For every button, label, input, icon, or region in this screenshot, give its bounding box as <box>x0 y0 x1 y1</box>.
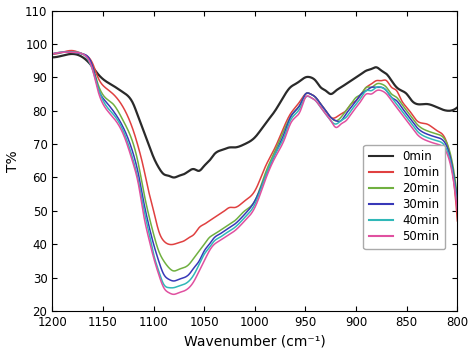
40min <box>49 52 55 56</box>
0min <box>296 79 302 84</box>
20min <box>309 92 314 97</box>
50min <box>49 52 55 56</box>
40min <box>169 286 174 290</box>
30min <box>75 51 81 55</box>
0min <box>358 72 364 76</box>
0min <box>286 87 292 91</box>
40min <box>358 96 364 101</box>
40min <box>286 123 292 127</box>
20min <box>49 52 55 56</box>
30min <box>399 106 405 110</box>
50min <box>358 99 364 104</box>
20min <box>358 92 364 97</box>
50min <box>399 113 405 117</box>
X-axis label: Wavenumber (cm⁻¹): Wavenumber (cm⁻¹) <box>184 335 326 348</box>
30min <box>49 52 55 56</box>
10min <box>49 52 55 56</box>
0min <box>171 175 177 179</box>
Y-axis label: T%: T% <box>6 150 19 172</box>
30min <box>171 279 176 283</box>
30min <box>65 50 71 54</box>
Legend: 0min, 10min, 20min, 30min, 40min, 50min: 0min, 10min, 20min, 30min, 40min, 50min <box>363 144 446 249</box>
20min <box>75 51 81 55</box>
20min <box>296 104 302 108</box>
40min <box>73 50 79 54</box>
0min <box>69 52 75 56</box>
Line: 30min: 30min <box>52 52 457 281</box>
10min <box>296 100 302 104</box>
40min <box>399 109 405 113</box>
30min <box>455 202 460 206</box>
10min <box>68 48 74 53</box>
0min <box>49 55 55 59</box>
10min <box>286 115 292 119</box>
20min <box>455 195 460 200</box>
40min <box>296 107 302 112</box>
0min <box>399 89 405 93</box>
20min <box>286 118 292 122</box>
0min <box>309 75 314 80</box>
Line: 20min: 20min <box>52 52 457 271</box>
0min <box>75 53 81 57</box>
Line: 0min: 0min <box>52 54 457 177</box>
50min <box>171 292 176 296</box>
50min <box>309 96 314 100</box>
40min <box>309 96 314 100</box>
50min <box>286 126 292 130</box>
30min <box>296 104 302 108</box>
0min <box>455 105 460 109</box>
20min <box>399 103 405 107</box>
50min <box>296 111 302 115</box>
20min <box>64 50 70 54</box>
50min <box>64 50 69 54</box>
10min <box>358 93 364 97</box>
Line: 50min: 50min <box>52 52 457 294</box>
Line: 40min: 40min <box>52 52 457 288</box>
10min <box>75 50 81 54</box>
Line: 10min: 10min <box>52 51 457 245</box>
10min <box>399 99 405 104</box>
40min <box>455 205 460 210</box>
50min <box>455 209 460 213</box>
40min <box>75 50 81 55</box>
20min <box>171 269 177 273</box>
10min <box>455 219 460 223</box>
30min <box>286 119 292 124</box>
10min <box>169 242 174 247</box>
10min <box>309 92 314 97</box>
30min <box>358 92 364 97</box>
50min <box>75 50 81 55</box>
30min <box>309 92 314 97</box>
